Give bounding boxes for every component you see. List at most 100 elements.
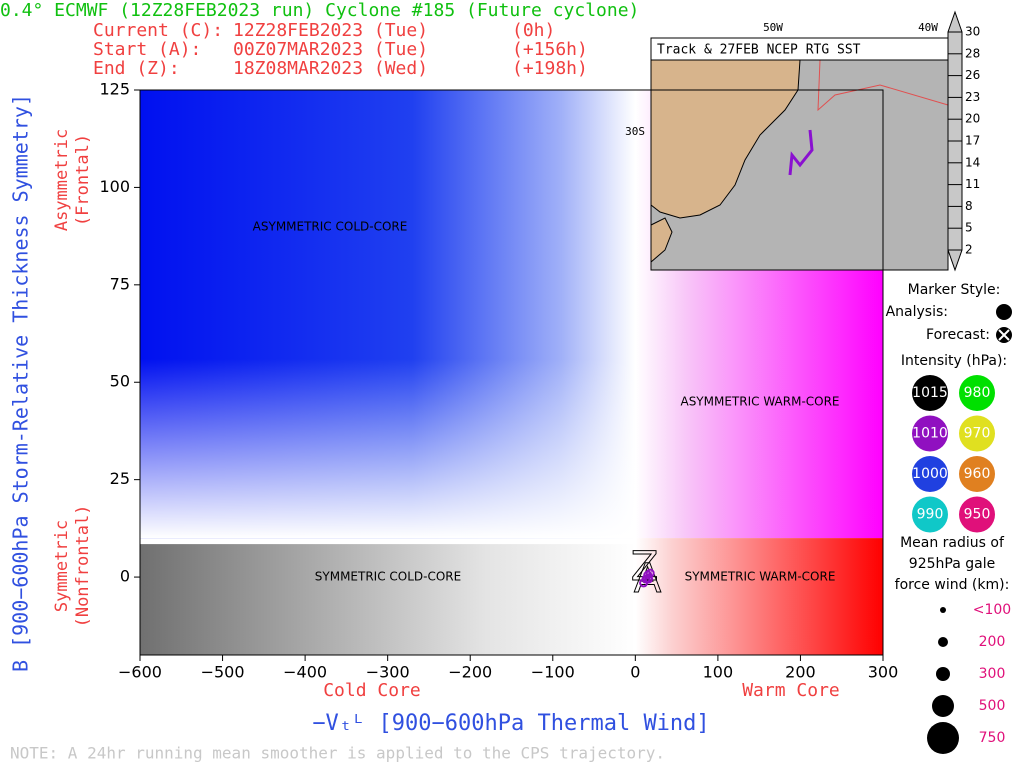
x-tick-label: −300	[366, 663, 410, 682]
colorbar-label: 2	[965, 243, 973, 257]
y-tick-label: 100	[99, 177, 130, 196]
y-axis-label: B [900−600hPa Storm-Relative Thickness S…	[9, 94, 33, 672]
inset-track	[788, 129, 814, 176]
radius-swatch	[927, 722, 959, 754]
intensity-label: 950	[964, 507, 991, 523]
legend-marker-x	[998, 329, 1010, 341]
note: NOTE: A 24hr running mean smoother is ap…	[10, 744, 665, 763]
intensity-label: 970	[964, 426, 991, 442]
lon-label: 40W	[918, 21, 938, 34]
quadrant-label: ASYMMETRIC COLD-CORE	[253, 220, 408, 234]
radius-label: 750	[979, 730, 1006, 746]
radius-title: 925hPa gale	[909, 556, 995, 572]
x-tick-label: −400	[283, 663, 327, 682]
intensity-label: 980	[964, 385, 991, 401]
radius-title: force wind (km):	[895, 577, 1010, 593]
radius-swatch	[940, 607, 946, 613]
quadrant-fade	[140, 90, 636, 539]
x-tick-label: −200	[448, 663, 492, 682]
inset-map: Track & 27FEB NCEP RTG SST 50W 40W 30S 2…	[625, 10, 980, 272]
x-tick-label: 300	[868, 663, 899, 682]
y-tick-label: 0	[120, 567, 130, 586]
radius-label: <100	[973, 602, 1011, 618]
chart-title: 0.4° ECMWF (12Z28FEB2023 run) Cyclone #1…	[0, 0, 639, 21]
phase-background	[140, 90, 883, 655]
run-info: Current (C): 12Z28FEB2023 (Tue) (0h) Start …	[93, 20, 588, 79]
quadrant-fill	[635, 538, 883, 655]
lon-label: 50W	[763, 21, 783, 34]
radius-swatch	[936, 667, 950, 681]
run-info-line: 12Z28FEB2023 (Tue)	[233, 20, 428, 41]
intensity-label: 960	[964, 466, 991, 482]
track-point	[644, 574, 654, 584]
y-annotation: (Nonfrontal)	[73, 505, 93, 628]
legend-marker	[996, 304, 1012, 320]
radius-swatch	[938, 637, 948, 647]
intensity-swatch	[912, 496, 948, 533]
run-info-line: (0h)	[512, 20, 555, 41]
colorbar-label: 26	[965, 68, 980, 82]
y-tick-label: 125	[99, 80, 130, 99]
lat-label: 30S	[625, 125, 645, 138]
colorbar-label: 28	[965, 46, 980, 60]
legend-label: Forecast:	[926, 327, 990, 343]
radius-swatch	[932, 695, 954, 717]
radius-label: 300	[979, 666, 1006, 682]
x-annotation: Cold Core	[323, 680, 421, 701]
plot-frame	[139, 89, 884, 656]
legend: Marker Style: Analysis: Forecast: Intensity…	[886, 282, 1012, 754]
radius-title: Mean radius of	[900, 535, 1005, 551]
run-info-line: Start (A):	[93, 39, 201, 60]
colorbar-label: 17	[965, 134, 980, 148]
y-tick-label: 75	[110, 274, 130, 293]
quadrant-label: SYMMETRIC WARM-CORE	[685, 570, 836, 584]
colorbar-label: 14	[965, 155, 980, 169]
sst-contour	[817, 59, 949, 112]
intensity-swatch	[912, 415, 948, 452]
colorbar-label: 5	[965, 221, 973, 235]
y-annotation: Asymmetric	[52, 129, 72, 231]
colorbar-label: 23	[965, 90, 980, 104]
legend-title: Marker Style:	[908, 282, 1001, 298]
intensity-swatch	[959, 496, 995, 533]
x-tick-label: −100	[531, 663, 575, 682]
x-tick-label: 100	[703, 663, 734, 682]
x-axis-label: −Vₜᴸ [900−600hPa Thermal Wind]	[312, 711, 709, 736]
x-annotation: Warm Core	[742, 680, 840, 701]
x-tick-label: 0	[630, 663, 640, 682]
intensity-label: 1015	[912, 385, 948, 401]
run-info-line: 00Z07MAR2023 (Tue)	[233, 39, 428, 60]
y-tick-label: 25	[110, 469, 130, 488]
inset-title: Track & 27FEB NCEP RTG SST	[657, 43, 861, 58]
intensity-swatch	[959, 375, 995, 411]
legend-title: Intensity (hPa):	[901, 353, 1007, 369]
run-info-line: (+198h)	[512, 58, 588, 79]
y-annotation: (Frontal)	[73, 134, 93, 226]
quadrant-label: SYMMETRIC COLD-CORE	[315, 570, 461, 584]
run-info-line: Current (C):	[93, 20, 223, 41]
radius-label: 200	[979, 634, 1006, 650]
intensity-swatch	[912, 375, 948, 411]
land	[650, 217, 673, 264]
colorbar-label: 20	[965, 112, 980, 126]
intensity-label: 1010	[912, 426, 948, 442]
colorbar-label: 8	[965, 199, 973, 213]
run-info-line: 18Z08MAR2023 (Wed)	[233, 58, 428, 79]
y-annotation: Symmetric	[52, 520, 72, 612]
intensity-swatch	[959, 415, 995, 452]
y-tick-label: 50	[110, 372, 130, 391]
intensity-swatch	[959, 456, 995, 492]
legend-label: Analysis:	[886, 304, 948, 320]
colorbar-label: 11	[965, 177, 980, 191]
run-info-line: (+156h)	[512, 39, 588, 60]
x-tick-label: −600	[118, 663, 162, 682]
quadrant-label: ASYMMETRIC WARM-CORE	[680, 395, 839, 409]
plot-area: −600 −500 −400 −300 −200 −100 0 100 200 300 0 25 50 7…	[52, 80, 898, 702]
x-tick-label: 200	[785, 663, 816, 682]
intensity-label: 990	[917, 507, 944, 523]
radius-label: 500	[979, 698, 1006, 714]
colorbar-label: 30	[965, 25, 980, 39]
intensity-swatch	[912, 456, 948, 492]
run-info-line: End (Z):	[93, 58, 180, 79]
